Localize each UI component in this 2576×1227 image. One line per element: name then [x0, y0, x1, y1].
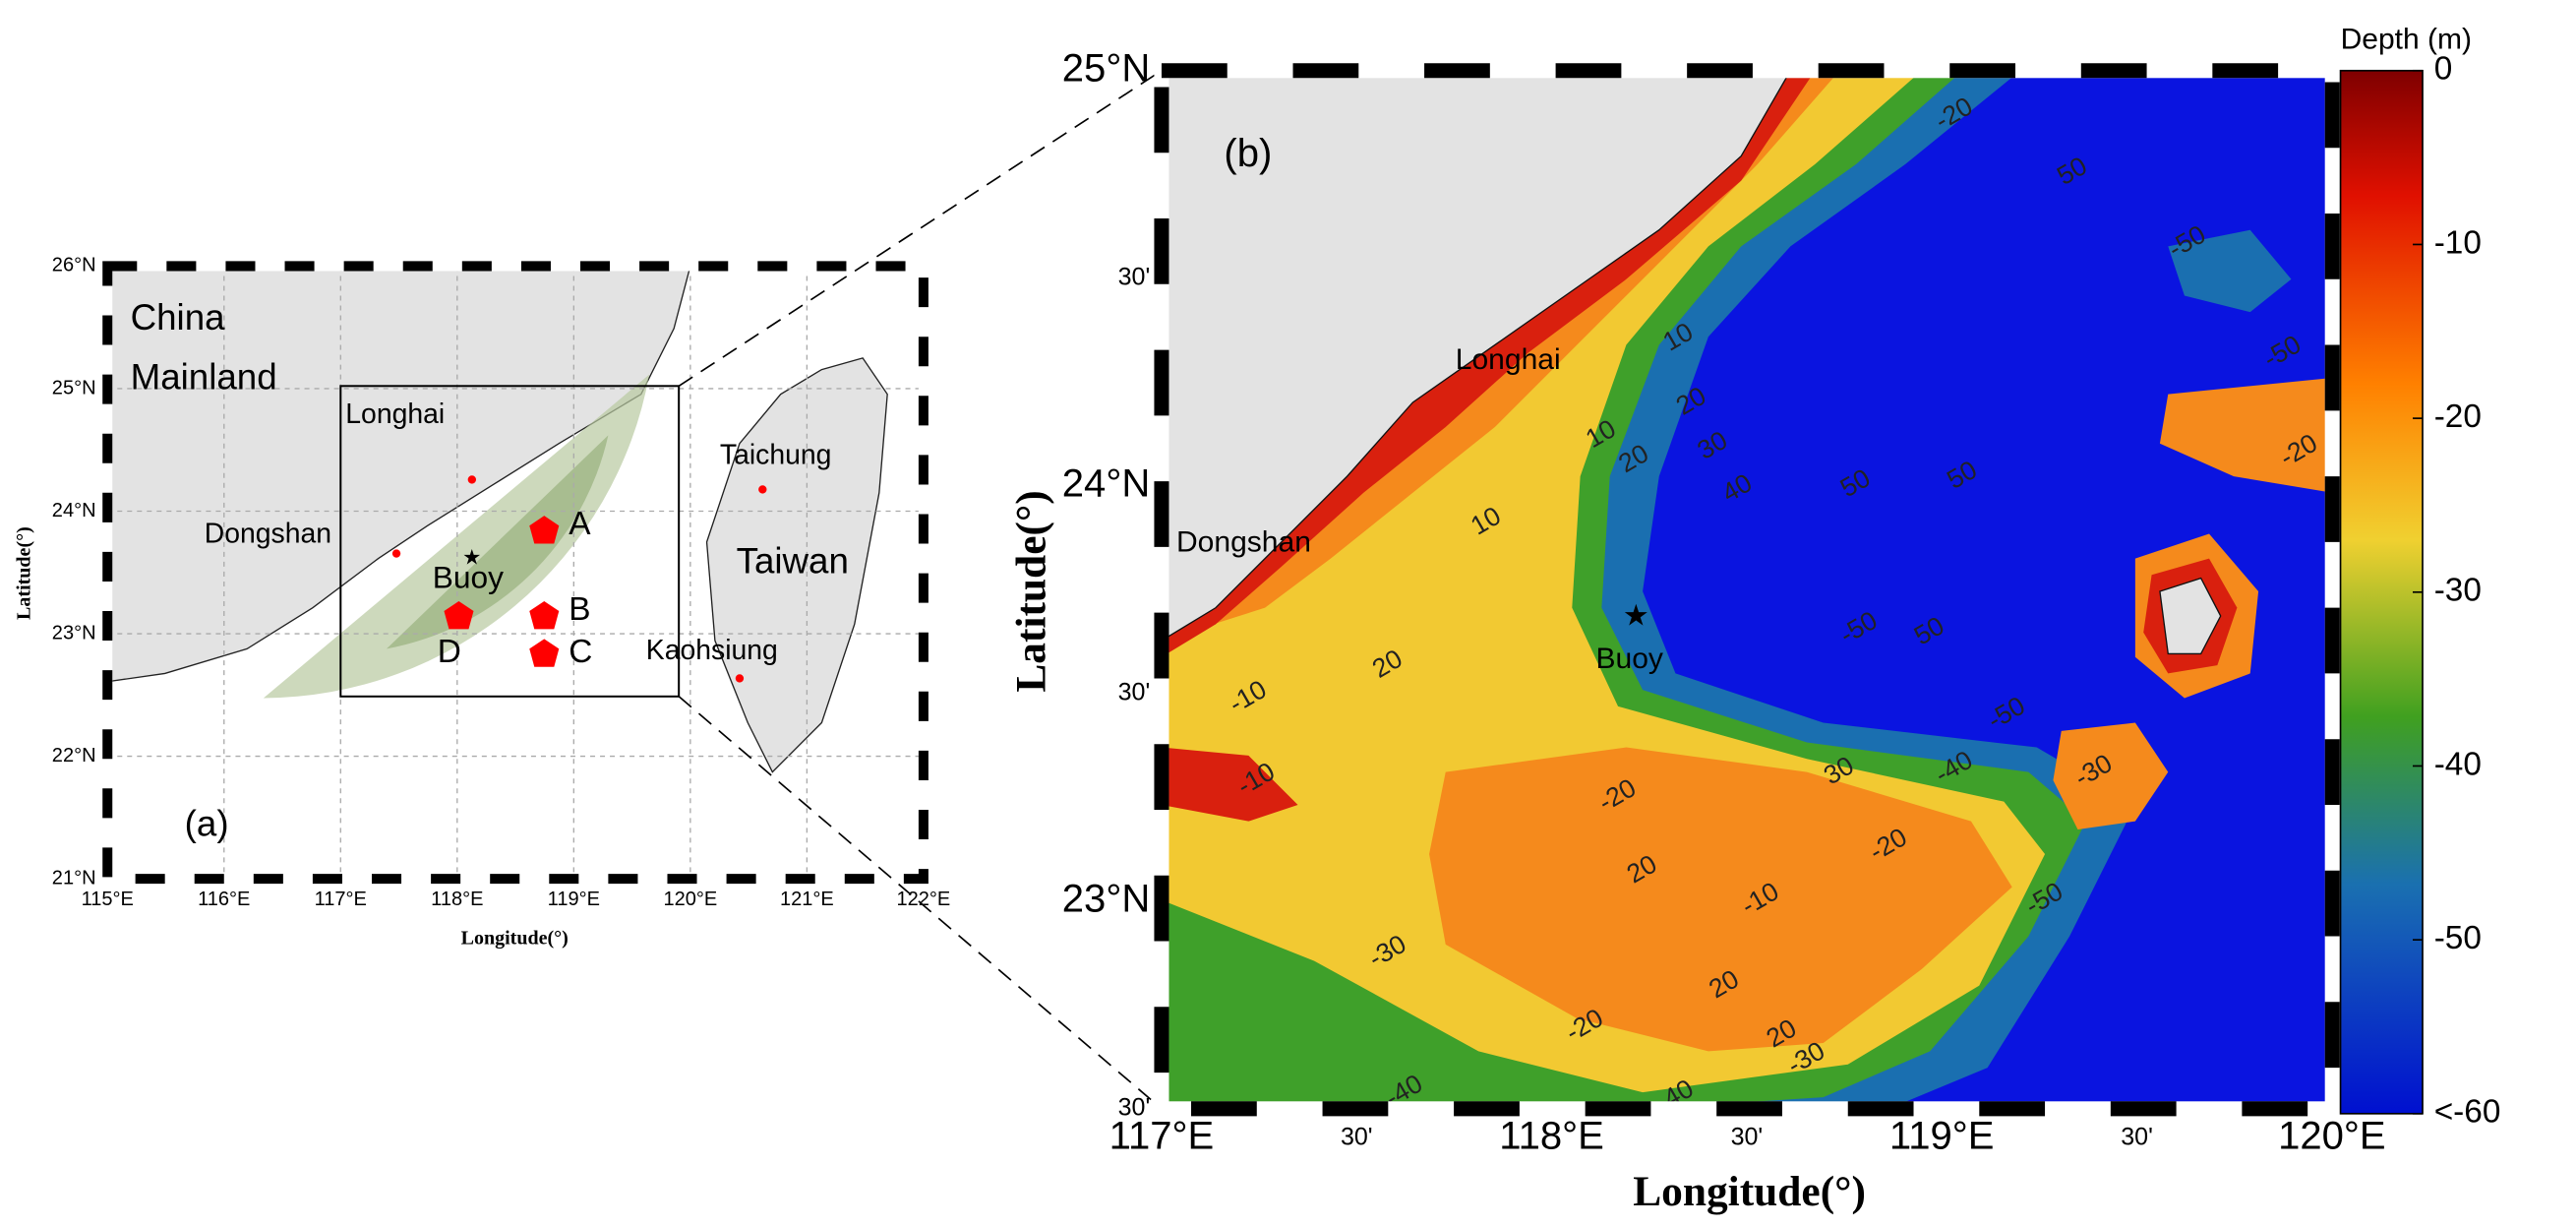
colorbar	[2339, 69, 2424, 1115]
city-label: Longhai	[1456, 343, 1561, 376]
colorbar-tick-label: 0	[2434, 51, 2453, 88]
city-dot	[758, 485, 767, 494]
colorbar-tick-label: -40	[2434, 746, 2482, 782]
x-tick-label: 120°E	[663, 889, 717, 910]
city-label: Dongshan	[205, 519, 331, 550]
y-tick-label: 23°N	[52, 622, 96, 644]
y-tick-label: 25°N	[1062, 46, 1150, 90]
depth-10	[1161, 747, 1298, 822]
site-label: B	[569, 591, 590, 628]
colorbar-tick-label: -20	[2434, 399, 2482, 435]
site-label: C	[569, 634, 592, 670]
x-axis-title: Longitude(°)	[1633, 1168, 1866, 1215]
city-label: Longhai	[345, 399, 445, 430]
panel-label: (b)	[1224, 132, 1272, 175]
buoy-label: Buoy	[433, 560, 504, 595]
colorbar-tick-label: -10	[2434, 224, 2482, 261]
city-dot	[391, 549, 401, 558]
city-dot	[467, 475, 477, 484]
x-tick-label: 30'	[1341, 1123, 1373, 1150]
x-tick-label: 117°E	[1109, 1114, 1215, 1157]
x-tick-label: 119°E	[548, 889, 600, 910]
study-box	[339, 385, 681, 698]
x-tick-label: 120°E	[2278, 1114, 2386, 1157]
colorbar-tick-label: <-60	[2434, 1094, 2501, 1131]
x-tick-label: 118°E	[1499, 1114, 1604, 1157]
y-tick-label: 24°N	[1062, 461, 1150, 505]
x-tick-label: 30'	[1731, 1123, 1764, 1150]
x-tick-label: 119°E	[1889, 1114, 1995, 1157]
depth-20-east	[2159, 377, 2333, 493]
x-tick-label: 117°E	[315, 889, 367, 910]
x-tick-label: 118°E	[431, 889, 483, 910]
depth-20-south	[1429, 747, 2012, 1052]
x-tick-label: 121°E	[780, 889, 834, 910]
y-tick-label: 26°N	[52, 255, 96, 276]
colorbar-tick-label: -50	[2434, 920, 2482, 956]
frame-b-dash	[1154, 63, 2340, 1117]
y-tick-label: 23°N	[1062, 877, 1150, 920]
x-axis-title: Longitude(°)	[461, 927, 569, 949]
y-tick-label: 22°N	[52, 745, 96, 767]
connector	[678, 696, 1163, 1110]
panel-label: (a)	[185, 803, 229, 843]
site-label: A	[569, 506, 591, 542]
x-tick-label: 30'	[2121, 1123, 2153, 1150]
colorbar-tick-label: -30	[2434, 573, 2482, 609]
city-dot	[735, 674, 745, 683]
frame-a-dash	[102, 261, 929, 885]
city-label: Dongshan	[1176, 525, 1311, 558]
city-label: Kaohsiung	[646, 635, 778, 666]
depth-50	[2168, 229, 2292, 313]
site-marker	[529, 639, 560, 667]
y-tick-label: 21°N	[52, 867, 96, 889]
connector	[678, 70, 1163, 387]
site-marker	[529, 600, 560, 630]
buoy-star: ★	[1623, 600, 1649, 633]
x-tick-label: 115°E	[82, 889, 134, 910]
panel-a: China Mainland Taiwan Longhai Dongshan T…	[13, 70, 1163, 1110]
site-marker	[444, 600, 474, 630]
site-label: D	[438, 634, 461, 670]
site-marker	[529, 516, 560, 544]
buoy-label: Buoy	[1595, 643, 1662, 675]
y-tick-label: 30'	[1118, 263, 1151, 290]
region-label: Mainland	[131, 356, 277, 397]
island	[2159, 577, 2222, 655]
city-label: Taichung	[720, 440, 832, 471]
x-tick-label: 122°E	[897, 889, 951, 910]
x-tick-label: 116°E	[198, 889, 250, 910]
y-tick-label: 30'	[1118, 678, 1151, 706]
region-label: China	[131, 297, 226, 337]
mainland	[106, 265, 691, 683]
y-axis-title: Latitude(°)	[1007, 490, 1054, 692]
y-tick-label: 30'	[1118, 1093, 1151, 1121]
colorbar-title: Depth (m)	[2341, 24, 2473, 56]
y-axis-title: Latitude(°)	[13, 526, 34, 620]
buoy-star: ★	[462, 544, 481, 569]
island-shoal	[2053, 722, 2169, 830]
island-label: Taiwan	[737, 540, 849, 581]
y-tick-label: 25°N	[52, 377, 96, 399]
y-tick-label: 24°N	[52, 500, 96, 521]
mainland	[1161, 70, 1792, 642]
taiwan	[705, 357, 888, 773]
